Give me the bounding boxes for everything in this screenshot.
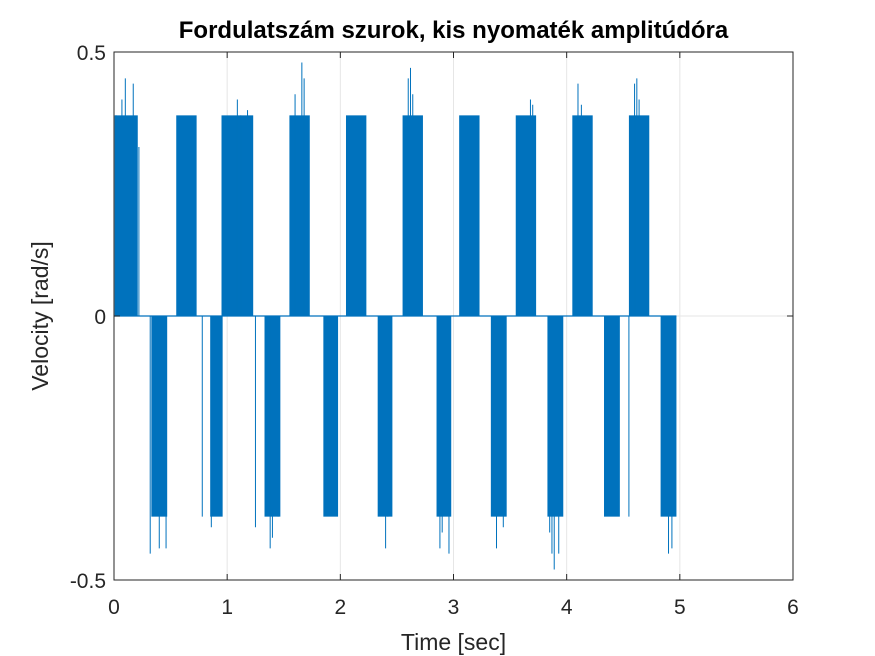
x-axis-label: Time [sec]	[401, 629, 506, 655]
negative-burst	[547, 316, 564, 517]
negative-burst	[377, 316, 393, 517]
negative-burst	[323, 316, 339, 517]
negative-burst	[210, 316, 223, 517]
positive-burst	[289, 115, 310, 316]
x-tick-label: 3	[448, 596, 460, 619]
x-tick-label: 5	[674, 596, 686, 619]
x-tick-label: 6	[787, 596, 799, 619]
y-tick-label: 0.5	[77, 42, 106, 65]
x-tick-label: 4	[561, 596, 573, 619]
positive-burst	[115, 115, 138, 316]
positive-burst	[176, 115, 197, 316]
negative-burst	[490, 316, 507, 517]
y-axis-label: Velocity [rad/s]	[27, 241, 53, 391]
positive-burst	[345, 115, 367, 316]
x-tick-label: 2	[334, 596, 346, 619]
positive-burst	[572, 115, 593, 316]
negative-burst	[604, 316, 620, 517]
ticks: 0 1 2 3 4 5 6-0.500.5	[70, 42, 799, 619]
positive-burst	[459, 115, 480, 316]
y-tick-label: 0	[94, 306, 106, 329]
x-tick-label: 1	[221, 596, 233, 619]
series-line	[114, 62, 677, 570]
y-tick-label: -0.5	[70, 570, 106, 593]
x-tick-label: 0	[108, 596, 120, 619]
positive-burst	[515, 115, 537, 316]
chart-title: Fordulatszám szurok, kis nyomaték amplit…	[179, 17, 729, 44]
